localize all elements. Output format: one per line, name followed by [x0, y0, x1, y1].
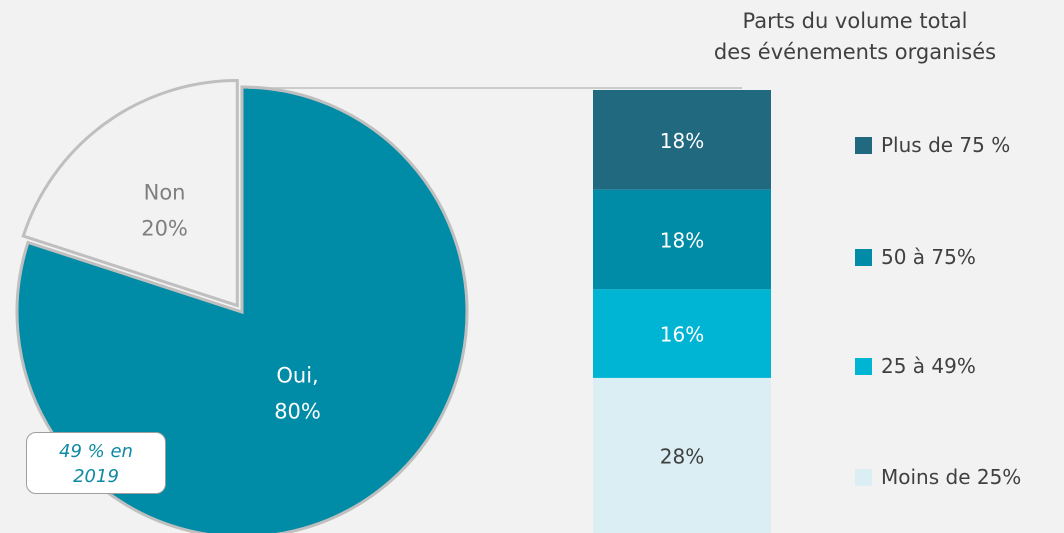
legend-swatch [855, 136, 872, 154]
bar-segment-25-49 [593, 289, 771, 378]
legend-label: 25 à 49% [881, 354, 976, 378]
pie-label-non: Non [144, 180, 186, 204]
legend-item-25-a-49: 25 à 49% [855, 354, 976, 378]
pie-value-non: 20% [141, 216, 188, 240]
bar-chart-title-line1: Parts du volume total [742, 9, 968, 33]
legend-swatch [855, 248, 872, 266]
pie-chart: Oui, 80% Non 20% [15, 79, 469, 533]
legend-label: Plus de 75 % [881, 133, 1011, 157]
pie-value-oui: 80% [274, 399, 321, 423]
bar-label-plus-de-75: 18% [660, 129, 704, 153]
legend-item-50-a-75: 50 à 75% [855, 245, 976, 269]
pie-label-oui: Oui, [276, 363, 318, 387]
legend-swatch [855, 357, 872, 375]
legend-label: Moins de 25% [881, 465, 1022, 489]
bar-label-50-75: 18% [660, 229, 704, 253]
bar-segment-50-75 [593, 189, 771, 290]
legend-item-moins-de-25: Moins de 25% [855, 465, 1021, 489]
bar-label-25-49: 16% [660, 323, 704, 347]
bar-segment-moins-de-25 [593, 377, 771, 533]
bar-segment-plus-de-75 [593, 90, 771, 190]
pie-slice-oui [15, 85, 469, 533]
legend-swatch [855, 468, 872, 486]
bar-chart-title: Parts du volume total des événements org… [650, 6, 1060, 68]
stacked-bar-chart: 18% 18% 16% 28% [593, 90, 771, 533]
callout-line1: 49 % en [59, 441, 133, 462]
pie-slice-non [21, 79, 239, 308]
bar-chart-title-line2: des événements organisés [713, 40, 997, 64]
bar-label-moins-de-25: 28% [660, 444, 704, 468]
comparison-callout: 49 % en 2019 [26, 432, 166, 494]
legend-label: 50 à 75% [881, 245, 976, 269]
callout-line2: 2019 [73, 466, 119, 487]
legend-item-plus-de-75: Plus de 75 % [855, 133, 1010, 157]
